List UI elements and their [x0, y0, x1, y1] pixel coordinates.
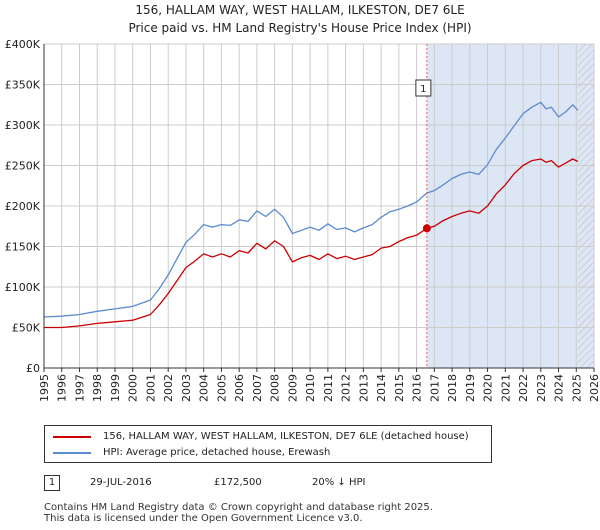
x-tick-label-2012: 2012	[340, 374, 353, 402]
x-tick-label-2015: 2015	[393, 374, 406, 402]
x-tick-label-2019: 2019	[464, 374, 477, 402]
x-tick-label-2021: 2021	[499, 374, 512, 402]
x-tick-label-2011: 2011	[322, 374, 335, 402]
x-tick-label-2024: 2024	[553, 374, 566, 402]
legend-swatch-property	[53, 435, 91, 438]
y-tick-label-3: £150K	[5, 241, 41, 254]
chart-subtitle: Price paid vs. HM Land Registry's House …	[128, 21, 472, 35]
x-tick-label-1995: 1995	[38, 374, 51, 402]
x-tick-label-2003: 2003	[180, 374, 193, 402]
x-tick-label-2014: 2014	[375, 374, 388, 402]
x-tick-label-2018: 2018	[446, 374, 459, 402]
x-tick-label-2002: 2002	[162, 374, 175, 402]
x-tick-label-1996: 1996	[56, 374, 69, 402]
transaction-row: 1 29-JUL-2016 £172,500 20% ↓ HPI	[44, 475, 564, 493]
x-tick-label-2023: 2023	[535, 374, 548, 402]
legend-item-property: 156, HALLAM WAY, WEST HALLAM, ILKESTON, …	[53, 431, 469, 442]
y-tick-label-2: £100K	[5, 281, 41, 294]
series-line-hpi	[43, 101, 579, 318]
x-tick-label-2013: 2013	[357, 374, 370, 402]
y-tick-label-5: £250K	[5, 160, 41, 173]
x-tick-label-2008: 2008	[269, 374, 282, 402]
x-tick-label-1999: 1999	[109, 374, 122, 402]
x-tick-label-1997: 1997	[73, 374, 86, 402]
transaction-price: £172,500	[214, 477, 262, 488]
y-tick-label-6: £300K	[5, 119, 41, 132]
x-tick-label-2001: 2001	[144, 374, 157, 402]
y-tick-label-7: £350K	[5, 79, 41, 92]
x-tick-label-2000: 2000	[127, 374, 140, 402]
x-tick-label-2005: 2005	[215, 374, 228, 402]
transaction-date: 29-JUL-2016	[90, 477, 152, 488]
series-line-property	[44, 158, 579, 329]
footer-license: This data is licensed under the Open Gov…	[44, 513, 363, 524]
x-tick-label-2010: 2010	[304, 374, 317, 402]
x-tick-label-1998: 1998	[91, 374, 104, 402]
x-tick-label-2017: 2017	[428, 374, 441, 402]
sale-marker-label: 1	[420, 84, 426, 95]
legend-item-hpi: HPI: Average price, detached house, Erew…	[53, 447, 330, 458]
footer: Contains HM Land Registry data © Crown c…	[44, 502, 433, 524]
y-tick-label-0: £0	[26, 362, 40, 375]
legend: 156, HALLAM WAY, WEST HALLAM, ILKESTON, …	[44, 425, 492, 463]
x-tick-label-2026: 2026	[588, 374, 600, 402]
legend-label-property: 156, HALLAM WAY, WEST HALLAM, ILKESTON, …	[103, 431, 469, 442]
y-tick-label-4: £200K	[5, 200, 41, 213]
x-tick-label-2022: 2022	[517, 374, 530, 402]
x-tick-label-2025: 2025	[570, 374, 583, 402]
x-tick-label-2006: 2006	[233, 374, 246, 402]
x-tick-label-2009: 2009	[286, 374, 299, 402]
legend-label-hpi: HPI: Average price, detached house, Erew…	[103, 447, 331, 458]
chart-title-address: 156, HALLAM WAY, WEST HALLAM, ILKESTON, …	[135, 3, 465, 17]
x-tick-label-2016: 2016	[411, 374, 424, 402]
x-tick-label-2020: 2020	[482, 374, 495, 402]
x-tick-label-2004: 2004	[198, 374, 211, 402]
sale-marker-badge	[415, 79, 432, 97]
legend-swatch-hpi	[53, 451, 91, 454]
y-tick-label-1: £50K	[12, 322, 41, 335]
transaction-hpi-diff: 20% ↓ HPI	[312, 477, 366, 488]
sale-point	[422, 224, 431, 233]
footer-copyright: Contains HM Land Registry data © Crown c…	[44, 502, 433, 513]
y-tick-label-8: £400K	[5, 38, 41, 51]
x-tick-label-2007: 2007	[251, 374, 264, 402]
transaction-badge: 1	[44, 475, 60, 491]
